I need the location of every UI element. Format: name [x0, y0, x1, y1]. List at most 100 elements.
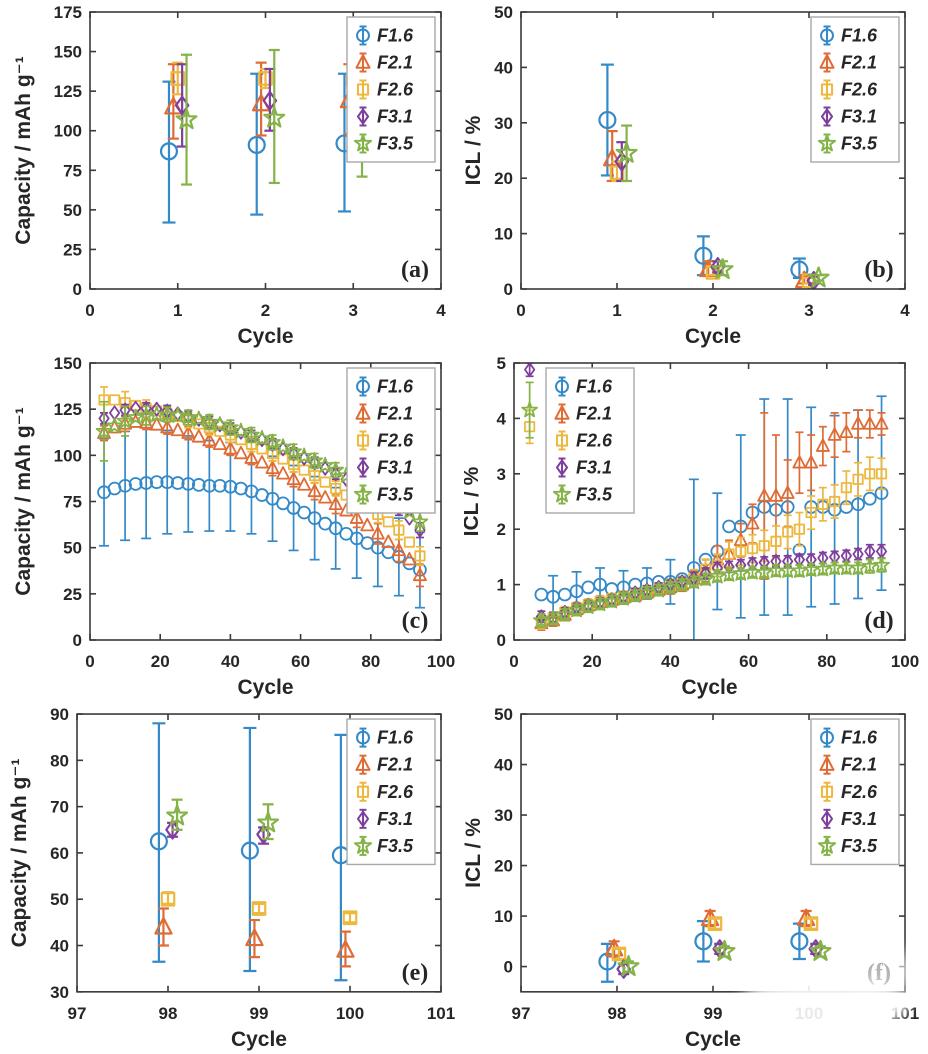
svg-text:20: 20: [151, 652, 170, 671]
svg-text:99: 99: [704, 1004, 723, 1023]
legend-b: F1.6 F2.1 F2.6 F3.1 F3.5: [810, 16, 900, 163]
svg-text:80: 80: [50, 751, 69, 770]
svg-text:100: 100: [427, 652, 455, 671]
svg-text:90: 90: [50, 705, 69, 724]
svg-text:F2.6: F2.6: [841, 80, 878, 100]
svg-text:F3.1: F3.1: [377, 458, 413, 478]
svg-text:100: 100: [54, 446, 82, 465]
panel-d: 0 20 40 60 80 100 0 1 2 3 4 5 Cycle ICL / % F1.6 F2.1 F2…: [464, 351, 928, 702]
panel-f: 97 98 99 100 101 0 10 20 30 40 50 Cycle ICL / % F1.6 F…: [464, 702, 928, 1054]
svg-text:20: 20: [494, 169, 513, 188]
svg-text:Cycle: Cycle: [681, 676, 737, 699]
svg-text:F1.6: F1.6: [841, 728, 878, 748]
svg-text:125: 125: [54, 82, 82, 101]
svg-text:0: 0: [73, 280, 82, 299]
svg-text:98: 98: [608, 1004, 627, 1023]
svg-text:Cycle: Cycle: [685, 1028, 741, 1051]
svg-text:2: 2: [261, 301, 270, 320]
svg-text:97: 97: [68, 1004, 87, 1023]
svg-text:40: 40: [661, 652, 680, 671]
svg-text:100: 100: [891, 652, 919, 671]
svg-text:F1.6: F1.6: [377, 377, 414, 397]
svg-text:80: 80: [817, 652, 836, 671]
svg-text:98: 98: [159, 1004, 178, 1023]
svg-text:40: 40: [494, 756, 513, 775]
svg-text:0: 0: [504, 280, 513, 299]
svg-text:ICL / %: ICL / %: [464, 818, 485, 888]
svg-text:60: 60: [291, 652, 310, 671]
svg-text:100: 100: [795, 1004, 823, 1023]
svg-text:F2.6: F2.6: [377, 80, 414, 100]
svg-text:0: 0: [85, 301, 94, 320]
svg-text:101: 101: [427, 1004, 455, 1023]
svg-text:F2.1: F2.1: [841, 53, 877, 73]
legend-c: F1.6 F2.1 F2.6 F3.1 F3.5: [346, 367, 436, 514]
svg-text:F1.6: F1.6: [377, 26, 414, 46]
svg-text:F1.6: F1.6: [841, 26, 878, 46]
svg-text:F3.5: F3.5: [841, 836, 878, 856]
svg-text:4: 4: [900, 301, 910, 320]
svg-text:F2.1: F2.1: [377, 53, 413, 73]
series-group-b: [598, 63, 830, 289]
svg-text:F2.6: F2.6: [576, 431, 613, 451]
svg-text:1: 1: [612, 301, 621, 320]
svg-text:30: 30: [494, 114, 513, 133]
svg-text:97: 97: [512, 1004, 531, 1023]
svg-text:150: 150: [54, 354, 82, 373]
svg-text:F3.5: F3.5: [377, 836, 414, 856]
svg-text:60: 60: [739, 652, 758, 671]
panel-letter-b: (b): [864, 257, 893, 283]
panel-e-chart: 97 98 99 100 101 30 40 50 60 70 80 90 Cycle Capacity …: [8, 705, 455, 1051]
svg-text:30: 30: [494, 806, 513, 825]
svg-text:F2.6: F2.6: [377, 431, 414, 451]
svg-text:Cycle: Cycle: [231, 1028, 287, 1051]
svg-text:75: 75: [63, 493, 82, 512]
panel-c: 0 20 40 60 80 100 0 25 50 75 100 125 150 Cycle Capacit…: [0, 351, 464, 702]
svg-text:60: 60: [50, 844, 69, 863]
svg-text:25: 25: [63, 585, 82, 604]
panel-c-chart: 0 20 40 60 80 100 0 25 50 75 100 125 150 Cycle Capacit…: [12, 354, 455, 699]
svg-text:Capacity / mAh g⁻¹: Capacity / mAh g⁻¹: [12, 407, 35, 595]
series-F3.5: [615, 124, 830, 288]
svg-text:0: 0: [504, 958, 513, 977]
svg-text:Cycle: Cycle: [237, 676, 293, 699]
svg-text:ICL / %: ICL / %: [464, 466, 483, 536]
series-F2.1: [154, 907, 355, 968]
panel-a-chart: 0 1 2 3 4 0 25 50 75 100 125 150 175 Cycle Capacity / …: [12, 3, 446, 348]
svg-text:50: 50: [494, 705, 513, 724]
series-F1.6: [149, 722, 350, 982]
svg-text:F1.6: F1.6: [377, 728, 414, 748]
series-F2.6: [160, 891, 358, 926]
svg-text:F2.6: F2.6: [377, 782, 414, 802]
axes-d: 0 20 40 60 80 100 0 1 2 3 4 5 Cycle ICL / %: [464, 354, 919, 699]
svg-text:99: 99: [250, 1004, 269, 1023]
svg-text:F3.1: F3.1: [841, 107, 877, 127]
svg-text:F2.1: F2.1: [841, 755, 877, 775]
axes-e: 97 98 99 100 101 30 40 50 60 70 80 90 Cycle Capacity …: [8, 705, 455, 1051]
svg-text:F3.5: F3.5: [841, 134, 878, 154]
svg-text:0: 0: [85, 652, 94, 671]
panel-letter-e: (e): [402, 960, 429, 986]
svg-text:F3.1: F3.1: [377, 809, 413, 829]
svg-text:1: 1: [173, 301, 182, 320]
svg-text:F3.1: F3.1: [377, 107, 413, 127]
svg-text:F2.1: F2.1: [377, 755, 413, 775]
svg-text:F3.1: F3.1: [841, 809, 877, 829]
svg-text:50: 50: [50, 890, 69, 909]
svg-text:4: 4: [497, 409, 507, 428]
svg-text:F3.5: F3.5: [377, 485, 414, 505]
svg-text:3: 3: [349, 301, 358, 320]
svg-text:10: 10: [494, 225, 513, 244]
axes-a: 0 1 2 3 4 0 25 50 75 100 125 150 175 Cycle Capacity / …: [12, 3, 446, 348]
svg-text:0: 0: [497, 631, 506, 650]
svg-text:100: 100: [336, 1004, 364, 1023]
svg-text:3: 3: [497, 465, 506, 484]
svg-text:100: 100: [54, 122, 82, 141]
svg-text:1: 1: [497, 576, 506, 595]
legend-a: F1.6 F2.1 F2.6 F3.1 F3.5: [346, 16, 436, 163]
svg-text:5: 5: [497, 354, 506, 373]
